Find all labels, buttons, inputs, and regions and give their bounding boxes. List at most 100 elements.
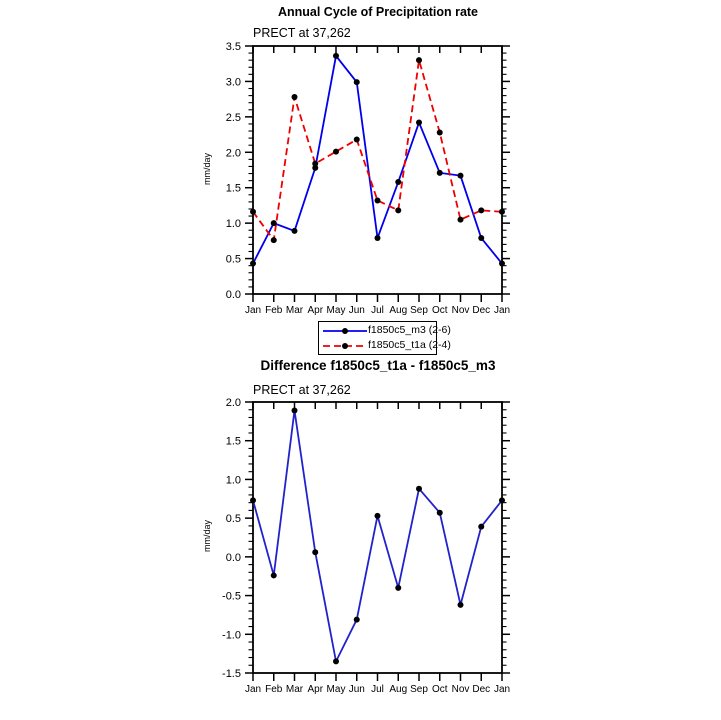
- x-tick-label: Jun: [349, 684, 365, 695]
- data-point: [270, 220, 277, 227]
- data-point: [416, 485, 422, 492]
- y-tick-label: 1.0: [226, 474, 241, 486]
- x-tick-label: Nov: [452, 305, 470, 316]
- bottom-chart-title: Difference f1850c5_t1a - f1850c5_m3: [260, 358, 496, 373]
- x-tick-label: May: [327, 305, 346, 316]
- legend-solid-line-icon: [323, 327, 367, 334]
- data-point: [291, 227, 298, 234]
- bottom-chart-ylabel: mm/day: [202, 520, 212, 553]
- data-point: [333, 658, 339, 665]
- x-tick-label: Oct: [432, 305, 448, 316]
- legend-label-m3: f1850c5_m3 (2-6): [368, 324, 451, 336]
- x-tick-label: Jul: [371, 305, 384, 316]
- y-tick-label: -1.0: [222, 629, 241, 641]
- legend-dashed-line-icon: [323, 342, 367, 349]
- bottom-chart-plot: -1.5 -1.0 -0.5 0.0 0.5 1.0 1.5 2.0 Jan Feb Mar Apr M…: [222, 397, 510, 695]
- data-point: [457, 601, 464, 608]
- x-tick-label: Aug: [389, 305, 407, 316]
- data-point: [270, 572, 277, 579]
- data-point: [333, 52, 339, 59]
- x-tick-label: May: [327, 684, 346, 695]
- legend: f1850c5_m3 (2-6) f1850c5_t1a (2-4): [318, 321, 451, 355]
- data-point: [457, 216, 464, 223]
- data-point: [436, 169, 443, 176]
- y-tick-label: 2.0: [226, 147, 241, 159]
- y-tick-label: 1.5: [226, 436, 241, 448]
- x-tick-label: Sep: [410, 684, 428, 695]
- data-point: [395, 179, 402, 186]
- data-point: [457, 172, 464, 179]
- data-point: [291, 94, 298, 101]
- data-point: [499, 260, 505, 267]
- y-tick-label: 1.5: [226, 183, 241, 195]
- data-point: [353, 136, 360, 143]
- data-point: [312, 164, 319, 171]
- y-tick-label: 2.5: [226, 112, 241, 124]
- x-tick-label: Jan: [245, 684, 261, 695]
- series-line: [252, 410, 503, 665]
- x-tick-label: Mar: [286, 684, 304, 695]
- x-tick-label: Jan: [494, 684, 510, 695]
- x-tick-label: Dec: [472, 305, 490, 316]
- legend-label-t1a: f1850c5_t1a (2-4): [368, 339, 451, 351]
- y-tick-label: -1.5: [222, 668, 241, 680]
- plot-frame: [252, 45, 503, 295]
- x-tick-label: Jan: [245, 305, 261, 316]
- data-point: [353, 616, 360, 623]
- data-point: [374, 512, 381, 519]
- data-point: [436, 509, 443, 516]
- y-tick-label: 3.5: [226, 41, 241, 53]
- bottom-chart-subtitle: PRECT at 37,262: [253, 383, 351, 397]
- data-point: [250, 260, 256, 267]
- x-tick-label: Jul: [371, 684, 384, 695]
- data-point: [395, 584, 402, 591]
- top-chart-subtitle: PRECT at 37,262: [253, 26, 351, 40]
- data-point: [478, 207, 485, 214]
- data-point: [499, 208, 505, 215]
- top-chart-ylabel: mm/day: [202, 153, 212, 186]
- x-tick-label: Nov: [452, 684, 470, 695]
- y-tick-label: 3.0: [226, 76, 241, 88]
- data-point: [270, 237, 277, 244]
- y-tick-label: 0.5: [226, 513, 241, 525]
- legend-item-t1a: f1850c5_t1a (2-4): [322, 338, 451, 353]
- data-point: [395, 207, 402, 214]
- y-tick-label: 0.5: [226, 254, 241, 266]
- top-chart-title: Annual Cycle of Precipitation rate: [277, 5, 479, 19]
- x-tick-label: Mar: [286, 305, 304, 316]
- data-point: [250, 497, 256, 504]
- series-line: [252, 59, 503, 243]
- data-point: [353, 79, 360, 86]
- data-point: [416, 57, 422, 64]
- x-tick-label: Apr: [307, 684, 323, 695]
- y-tick-label: 2.0: [226, 397, 241, 409]
- data-point: [416, 119, 422, 126]
- legend-item-m3: f1850c5_m3 (2-6): [322, 323, 451, 338]
- data-point: [374, 235, 381, 242]
- data-point: [312, 160, 319, 167]
- x-tick-label: Dec: [472, 684, 490, 695]
- data-point: [333, 148, 339, 155]
- x-tick-label: Feb: [265, 305, 283, 316]
- y-tick-label: -0.5: [222, 591, 241, 603]
- data-point: [499, 497, 505, 504]
- data-point: [436, 129, 443, 136]
- y-tick-label: 1.0: [226, 218, 241, 230]
- x-tick-label: Jan: [494, 305, 510, 316]
- data-point: [478, 235, 485, 242]
- x-tick-label: Apr: [307, 305, 323, 316]
- x-tick-label: Jun: [349, 305, 365, 316]
- x-tick-label: Sep: [410, 305, 428, 316]
- x-tick-label: Aug: [389, 684, 407, 695]
- data-point: [250, 208, 256, 215]
- data-point: [312, 549, 319, 556]
- data-point: [374, 197, 381, 204]
- series-line: [252, 53, 503, 265]
- x-tick-label: Feb: [265, 684, 283, 695]
- y-tick-label: 0.0: [226, 289, 241, 301]
- y-tick-label: 0.0: [226, 552, 241, 564]
- data-point: [291, 407, 298, 414]
